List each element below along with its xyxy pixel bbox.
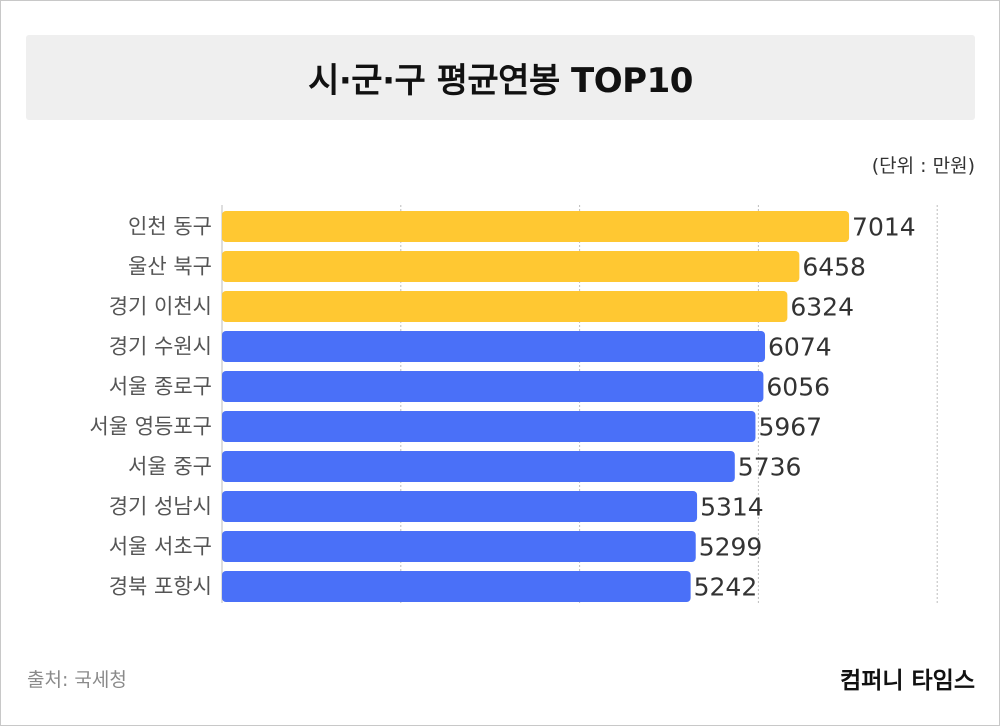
value-label: 5736 — [738, 453, 802, 482]
value-label: 6056 — [766, 373, 830, 402]
value-label: 5242 — [694, 573, 758, 602]
category-label: 경기 이천시 — [109, 295, 212, 319]
bar-chart: 인천 동구 7014 울산 북구 6458 경기 이천시 6324 경기 수원시 6074 서울… — [89, 205, 938, 603]
bar — [222, 251, 800, 282]
chart-title: 시·군·구 평균연봉 TOP10 — [308, 61, 693, 101]
bar — [222, 491, 698, 522]
value-label: 6458 — [802, 253, 866, 282]
category-label: 서울 영등포구 — [89, 415, 212, 439]
brand-logo-text: 컴퍼니 타임스 — [840, 668, 975, 694]
bar — [222, 571, 691, 602]
category-label: 서울 종로구 — [109, 375, 212, 399]
title-banner: 시·군·구 평균연봉 TOP10 — [26, 35, 975, 120]
bar — [222, 411, 756, 442]
category-label: 경기 성남시 — [109, 495, 212, 519]
value-label: 6074 — [768, 333, 832, 362]
bar — [222, 371, 764, 402]
category-label: 울산 북구 — [128, 255, 212, 279]
category-label: 인천 동구 — [128, 215, 212, 239]
value-label: 5967 — [758, 413, 822, 442]
category-label: 서울 서초구 — [109, 535, 212, 559]
bar — [222, 451, 735, 482]
unit-note: (단위 : 만원) — [871, 155, 975, 177]
value-label: 7014 — [852, 213, 916, 242]
value-label: 6324 — [790, 293, 854, 322]
bar — [222, 531, 696, 562]
value-label: 5314 — [700, 493, 764, 522]
bar — [222, 211, 850, 242]
source-note: 출처: 국세청 — [27, 669, 127, 691]
category-label: 서울 중구 — [128, 455, 212, 479]
category-label: 경북 포항시 — [109, 575, 212, 599]
category-label: 경기 수원시 — [109, 335, 212, 359]
bar — [222, 331, 766, 362]
value-label: 5299 — [699, 533, 763, 562]
bar — [222, 291, 788, 322]
